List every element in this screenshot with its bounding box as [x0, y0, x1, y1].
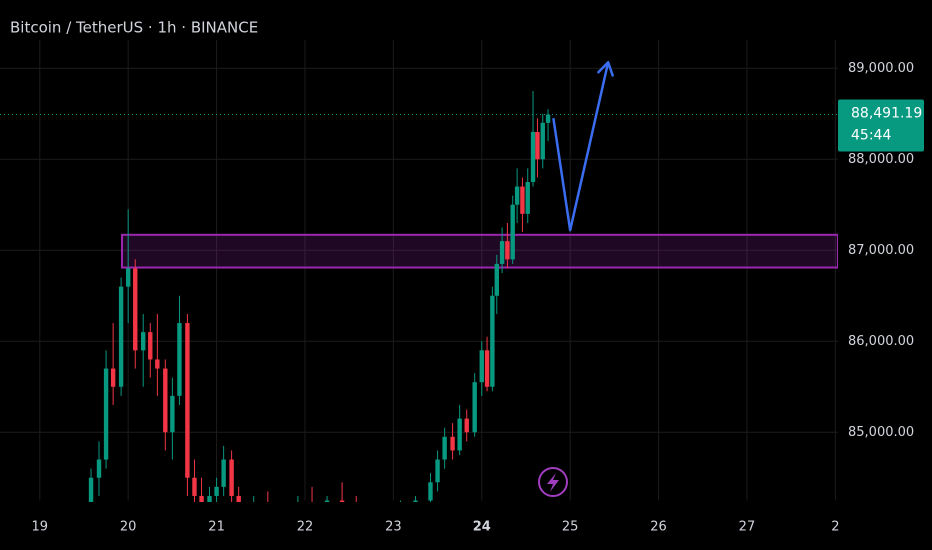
- candle-body: [236, 495, 241, 502]
- plot-area: [0, 60, 838, 502]
- candle-body: [413, 500, 418, 502]
- last-price-label: 88,491.19: [851, 106, 922, 122]
- candle-body: [450, 436, 455, 451]
- y-tick-label: 85,000.00: [848, 425, 914, 440]
- support-zone: [120, 233, 838, 269]
- lightning-icon: [538, 467, 568, 497]
- candle-body: [520, 186, 525, 214]
- candle-body: [490, 295, 495, 387]
- x-tick-label: 20: [120, 520, 137, 535]
- candle-body: [170, 395, 175, 433]
- projection-arrow: [552, 61, 610, 232]
- candle-body: [499, 241, 505, 264]
- candle-body: [535, 131, 540, 160]
- y-tick-label: 88,000.00: [848, 152, 914, 167]
- x-tick-label: 23: [385, 520, 402, 535]
- candle-body: [479, 350, 484, 383]
- candle-body: [545, 114, 551, 123]
- x-tick-label: 25: [562, 520, 579, 535]
- candle-body: [510, 204, 515, 260]
- candle-body: [464, 418, 469, 433]
- candle-body: [155, 359, 160, 369]
- chart-title: Bitcoin / TetherUS · 1h · BINANCE: [10, 19, 258, 37]
- candle-body: [118, 286, 124, 387]
- price-label-box: [838, 99, 924, 152]
- x-tick-label: 26: [650, 520, 667, 535]
- candle-body: [339, 500, 345, 502]
- candle-body: [514, 186, 520, 205]
- candle-body: [125, 268, 131, 287]
- countdown-label: 45:44: [851, 128, 891, 144]
- x-tick-label: 2: [831, 520, 839, 535]
- candle-body: [103, 368, 109, 460]
- x-tick-label: 21: [208, 520, 225, 535]
- candle-body: [148, 332, 153, 360]
- candle-body: [207, 495, 212, 502]
- candle-body: [472, 382, 477, 433]
- candle-body: [540, 122, 545, 160]
- arrow-head: [597, 60, 614, 77]
- x-tick-label: 24: [473, 520, 491, 535]
- candle-body: [96, 459, 102, 478]
- candle-body: [494, 263, 499, 296]
- y-tick-label: 89,000.00: [848, 61, 914, 76]
- axes: 85,000.00 86,000.00 87,000.00 88,000.00 89,0…: [32, 61, 924, 535]
- candle-body: [457, 418, 462, 451]
- candle-body: [110, 368, 116, 387]
- grid: [0, 40, 838, 501]
- candle-body: [525, 182, 530, 214]
- x-tick-label: 22: [297, 520, 314, 535]
- y-tick-label: 87,000.00: [848, 243, 914, 258]
- candle-body: [177, 323, 182, 396]
- candle-body: [505, 241, 510, 260]
- candle-body: [133, 268, 138, 351]
- candle-body: [88, 477, 94, 502]
- x-tick-label: 19: [32, 520, 49, 535]
- candle-body: [324, 500, 330, 502]
- candle-body: [214, 486, 219, 496]
- candle-body: [141, 332, 146, 351]
- candle-body: [530, 131, 536, 182]
- candle-body: [442, 436, 447, 460]
- candle-body: [221, 459, 226, 487]
- candle-body: [199, 495, 204, 502]
- candle-body: [229, 459, 234, 496]
- candle-body: [428, 482, 433, 501]
- y-tick-label: 86,000.00: [848, 334, 914, 349]
- candle-body: [435, 459, 440, 483]
- candle-body: [163, 368, 168, 433]
- candle-body: [484, 350, 490, 387]
- candle-body: [192, 477, 197, 496]
- x-tick-label: 27: [739, 520, 756, 535]
- candle-body: [185, 323, 190, 478]
